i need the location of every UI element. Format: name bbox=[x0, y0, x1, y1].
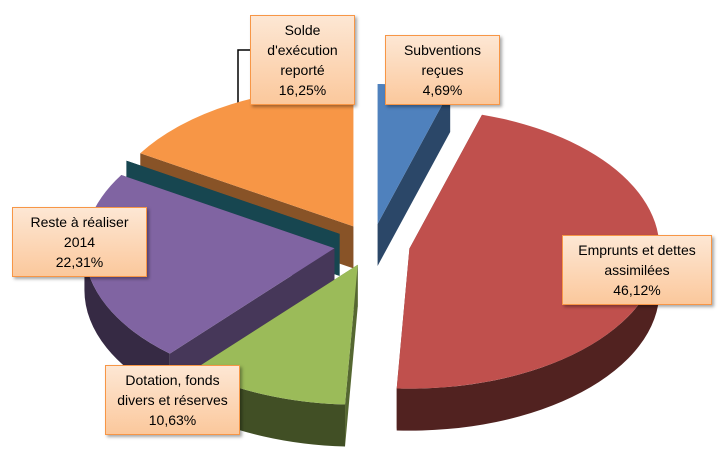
category-label: Reste à réaliser 2014 bbox=[30, 214, 129, 250]
data-label: Subventions reçues 4,69% bbox=[385, 35, 500, 105]
slice-side bbox=[345, 264, 358, 447]
category-label: Emprunts et dettes assimilées bbox=[578, 242, 696, 278]
slice-side bbox=[396, 248, 660, 431]
slice-side bbox=[377, 89, 451, 266]
leader-line bbox=[237, 49, 250, 125]
value-label: 22,31% bbox=[55, 254, 104, 270]
slice-side bbox=[84, 248, 170, 396]
slice bbox=[140, 86, 354, 227]
category-label: Subventions reçues bbox=[403, 42, 482, 78]
value-label: 4,69% bbox=[422, 82, 463, 98]
category-label: Dotation, fonds divers et réserves bbox=[117, 372, 228, 408]
slice bbox=[377, 83, 451, 224]
data-label: Reste à réaliser 2014 22,31% bbox=[12, 207, 147, 277]
data-label: Emprunts et dettes assimilées 46,12% bbox=[562, 235, 712, 305]
value-label: 10,63% bbox=[148, 412, 197, 428]
data-label: Solde d'exécution reporté 16,25% bbox=[250, 15, 355, 105]
value-label: 46,12% bbox=[613, 282, 661, 298]
data-label: Dotation, fonds divers et réserves 10,63% bbox=[105, 365, 240, 435]
value-label: 16,25% bbox=[278, 82, 327, 98]
category-label: Solde d'exécution reporté bbox=[267, 22, 338, 78]
slice bbox=[396, 114, 660, 389]
